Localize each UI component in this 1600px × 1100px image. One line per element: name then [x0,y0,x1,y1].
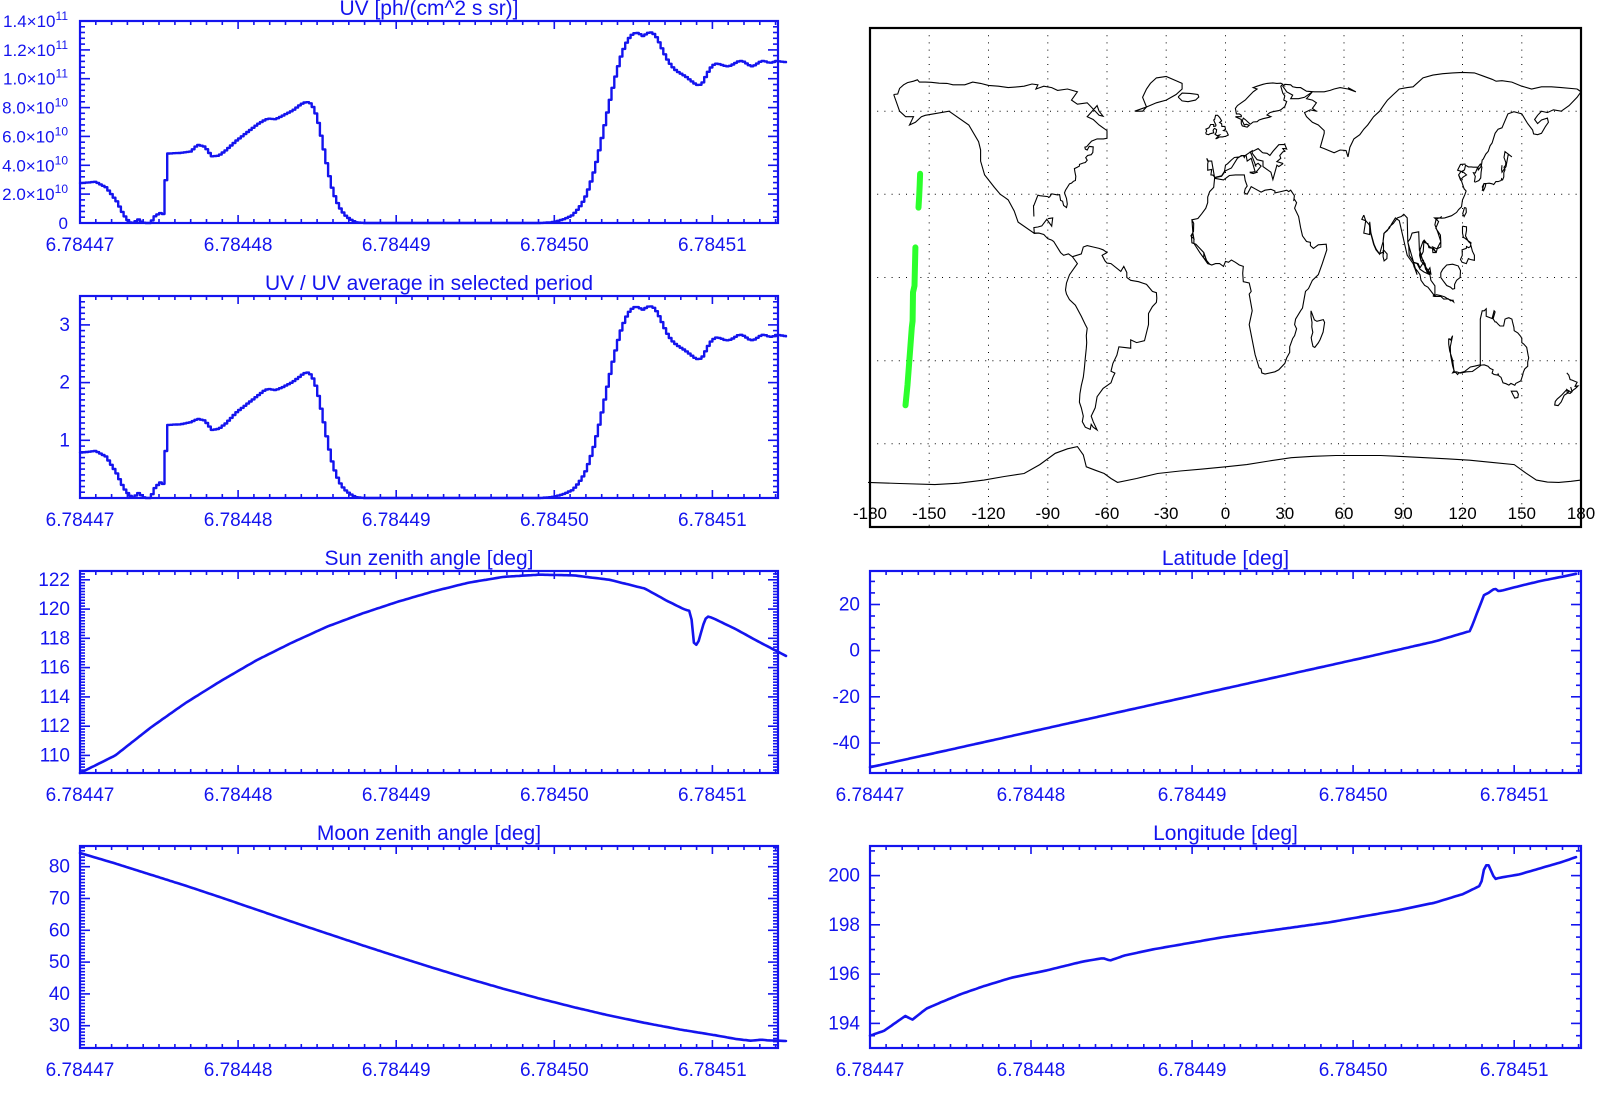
svg-text:Latitude [deg]: Latitude [deg] [1162,550,1289,570]
svg-text:3: 3 [59,315,70,336]
svg-text:6.78447: 6.78447 [836,1060,905,1081]
svg-text:6.78450: 6.78450 [520,235,589,256]
svg-text:Moon zenith angle [deg]: Moon zenith angle [deg] [317,825,541,845]
svg-text:0: 0 [849,641,860,662]
svg-text:6.78448: 6.78448 [204,510,273,531]
svg-text:120: 120 [38,599,70,620]
svg-text:6.78451: 6.78451 [678,510,747,531]
svg-text:0: 0 [1221,504,1230,523]
svg-text:118: 118 [40,628,70,649]
svg-text:30: 30 [1275,504,1294,523]
svg-text:-40: -40 [833,733,860,754]
svg-text:1.4×1011: 1.4×1011 [3,9,68,31]
svg-text:1.0×1011: 1.0×1011 [3,67,68,89]
svg-text:70: 70 [49,889,70,910]
svg-text:6.78450: 6.78450 [520,510,589,531]
svg-text:90: 90 [1394,504,1413,523]
svg-text:-60: -60 [1095,504,1120,523]
svg-text:110: 110 [40,745,70,766]
svg-text:6.78450: 6.78450 [1319,1060,1388,1081]
svg-text:Sun zenith angle [deg]: Sun zenith angle [deg] [325,550,534,570]
svg-text:6.78447: 6.78447 [46,1060,115,1081]
svg-text:6.78447: 6.78447 [46,785,115,806]
svg-text:30: 30 [49,1016,70,1037]
svg-text:UV / UV average in selected pe: UV / UV average in selected period [265,275,593,295]
svg-text:UV [ph/(cm^2 s sr)]: UV [ph/(cm^2 s sr)] [339,0,518,20]
svg-text:6.78448: 6.78448 [204,1060,273,1081]
svg-text:8.0×1010: 8.0×1010 [2,96,68,118]
svg-text:6.78448: 6.78448 [204,235,273,256]
svg-text:122: 122 [38,570,70,591]
svg-text:6.78449: 6.78449 [362,510,431,531]
svg-text:4.0×1010: 4.0×1010 [2,153,68,175]
svg-text:114: 114 [40,687,71,708]
svg-text:0: 0 [59,214,68,233]
svg-text:80: 80 [49,857,70,878]
svg-text:50: 50 [49,952,70,973]
svg-text:Longitude [deg]: Longitude [deg] [1153,825,1298,845]
svg-text:1.2×1011: 1.2×1011 [3,38,68,60]
svg-text:6.78449: 6.78449 [1158,1060,1227,1081]
svg-text:20: 20 [839,595,860,616]
svg-text:112: 112 [40,716,70,737]
svg-text:6.78449: 6.78449 [362,1060,431,1081]
svg-text:6.78447: 6.78447 [46,510,115,531]
svg-text:120: 120 [1448,504,1476,523]
svg-text:-20: -20 [833,687,860,708]
svg-text:6.78450: 6.78450 [1319,785,1388,806]
svg-text:6.78447: 6.78447 [46,235,115,256]
svg-text:6.78449: 6.78449 [1158,785,1227,806]
svg-text:6.78451: 6.78451 [678,1060,747,1081]
svg-text:2.0×1010: 2.0×1010 [2,182,68,204]
svg-text:-30: -30 [1154,504,1179,523]
svg-text:-150: -150 [912,504,946,523]
svg-text:6.0×1010: 6.0×1010 [2,124,68,146]
svg-text:200: 200 [828,866,860,887]
svg-text:40: 40 [49,984,70,1005]
svg-text:-180: -180 [853,504,887,523]
svg-text:6.78451: 6.78451 [1480,1060,1549,1081]
svg-text:2: 2 [59,373,70,394]
svg-text:6.78450: 6.78450 [520,1060,589,1081]
svg-text:-90: -90 [1036,504,1061,523]
svg-text:150: 150 [1508,504,1536,523]
svg-text:6.78448: 6.78448 [997,785,1066,806]
svg-text:6.78448: 6.78448 [204,785,273,806]
svg-text:6.78451: 6.78451 [1480,785,1549,806]
svg-text:196: 196 [828,964,860,985]
svg-text:116: 116 [40,658,70,679]
svg-text:60: 60 [49,920,70,941]
svg-text:6.78449: 6.78449 [362,235,431,256]
svg-text:6.78450: 6.78450 [520,785,589,806]
svg-text:-120: -120 [971,504,1005,523]
svg-text:6.78451: 6.78451 [678,235,747,256]
svg-text:194: 194 [828,1013,860,1034]
svg-text:6.78449: 6.78449 [362,785,431,806]
svg-text:1: 1 [59,430,70,451]
svg-text:6.78448: 6.78448 [997,1060,1066,1081]
svg-text:180: 180 [1567,504,1595,523]
svg-text:6.78447: 6.78447 [836,785,905,806]
svg-text:60: 60 [1335,504,1354,523]
svg-text:6.78451: 6.78451 [678,785,747,806]
svg-text:198: 198 [828,915,860,936]
